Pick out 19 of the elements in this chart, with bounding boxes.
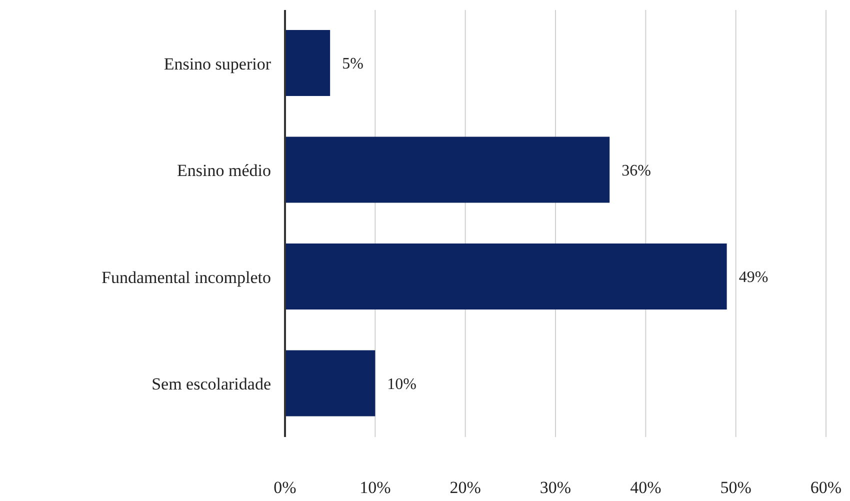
y-tick-label: Sem escolaridade (152, 374, 271, 394)
bar (285, 30, 330, 96)
y-tick-label: Fundamental incompleto (102, 268, 271, 287)
x-tick-label: 60% (810, 478, 842, 498)
bar (285, 350, 376, 416)
y-tick-label: Ensino médio (177, 161, 271, 180)
x-tick-label: 30% (540, 478, 572, 498)
data-label: 10% (387, 376, 416, 393)
data-label: 49% (738, 269, 768, 286)
bar (285, 244, 727, 310)
data-label: 5% (342, 56, 364, 73)
x-tick-label: 10% (360, 478, 391, 498)
bar (285, 136, 610, 203)
x-tick-label: 0% (274, 478, 296, 498)
x-tick-label: 20% (450, 478, 481, 498)
x-tick-label: 50% (720, 478, 752, 498)
data-label: 36% (622, 162, 651, 180)
x-tick-label: 40% (630, 478, 662, 498)
y-tick-label: Ensino superior (164, 54, 272, 74)
